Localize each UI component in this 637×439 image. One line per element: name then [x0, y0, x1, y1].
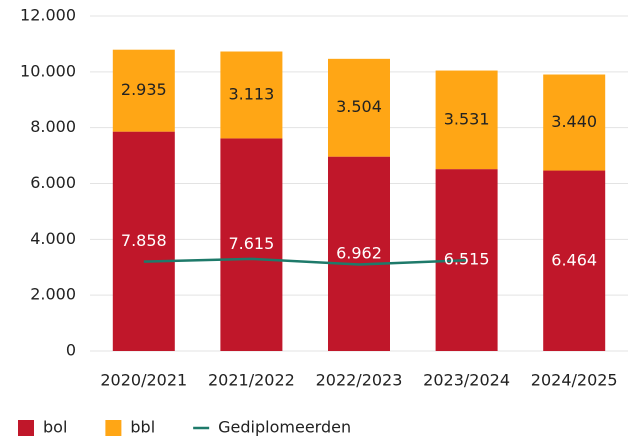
x-tick-label: 2023/2024 — [423, 371, 510, 390]
data-label: 2.935 — [121, 80, 167, 99]
bar — [328, 58, 390, 157]
y-tick-label: 6.000 — [30, 173, 76, 192]
data-label: 6.464 — [551, 250, 597, 269]
y-tick-label: 2.000 — [30, 285, 76, 304]
data-label: 3.504 — [336, 97, 382, 116]
bar — [543, 74, 606, 171]
data-label: 3.531 — [444, 109, 490, 128]
y-tick-label: 8.000 — [30, 117, 76, 136]
x-tick-label: 2021/2022 — [208, 371, 295, 390]
x-tick-label: 2020/2021 — [100, 371, 187, 390]
line — [143, 257, 467, 266]
legend-label: bbl — [130, 418, 155, 437]
bar — [328, 156, 390, 351]
bar — [220, 138, 283, 351]
x-tick-label: 2022/2023 — [316, 371, 403, 390]
data-label: 6.962 — [336, 243, 382, 262]
data-label: 7.858 — [121, 231, 167, 250]
bar — [543, 170, 606, 351]
bar — [220, 51, 283, 139]
data-label: 6.515 — [444, 250, 490, 269]
x-tick-label: 2024/2025 — [531, 371, 618, 390]
legend-label: bol — [43, 418, 67, 437]
y-tick-label: 10.000 — [20, 61, 76, 80]
legend-label: Gediplomeerden — [218, 418, 351, 437]
legend-swatch — [18, 420, 34, 436]
data-label: 7.615 — [228, 234, 274, 253]
bar — [112, 49, 175, 132]
data-label: 3.440 — [551, 112, 597, 131]
bar — [435, 70, 498, 170]
data-label: 3.113 — [228, 84, 274, 103]
y-tick-label: 4.000 — [30, 229, 76, 248]
y-tick-label: 12.000 — [20, 6, 76, 25]
y-tick-label: 0 — [66, 341, 76, 360]
legend-swatch — [105, 420, 122, 436]
bar — [112, 131, 175, 351]
